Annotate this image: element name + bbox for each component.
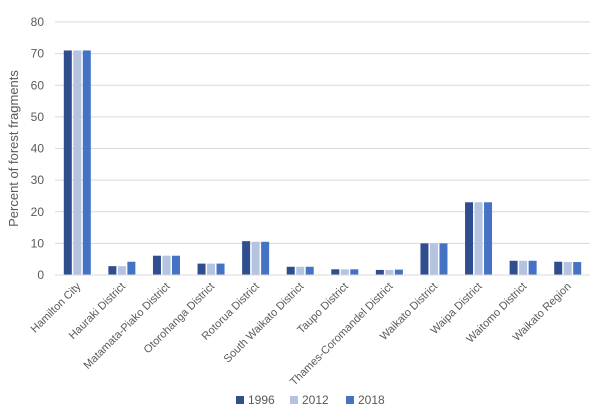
legend: 1996 2012 2018 (236, 393, 385, 407)
bar-2018 (528, 260, 537, 275)
bar-2018 (350, 269, 359, 275)
y-tick-label: 40 (31, 142, 45, 156)
bar-2018 (484, 202, 493, 275)
y-tick-label: 60 (31, 78, 45, 92)
y-axis-ticks: 0 10 20 30 40 50 60 70 80 (31, 15, 45, 282)
bar-2018 (305, 266, 314, 275)
bar-2018 (394, 269, 403, 275)
legend-label: 2018 (358, 393, 385, 407)
bar-1996 (152, 255, 161, 275)
bars (63, 50, 582, 276)
bar-2012 (563, 262, 572, 275)
y-tick-label: 10 (31, 236, 45, 250)
x-category-label: Matamata-Piako District (82, 281, 173, 372)
bar-1996 (108, 266, 117, 275)
bar-2012 (519, 260, 528, 275)
bar-1996 (286, 266, 295, 275)
bar-2012 (385, 269, 394, 275)
bar-1996 (375, 269, 384, 275)
bar-2012 (73, 50, 82, 276)
bar-2012 (251, 241, 260, 275)
bar-1996 (197, 263, 206, 275)
bar-2012 (296, 266, 305, 275)
bar-2012 (207, 263, 216, 275)
bar-2012 (117, 266, 126, 275)
legend-swatch-2018 (346, 396, 354, 404)
bar-1996 (331, 269, 340, 275)
legend-swatch-2012 (290, 396, 298, 404)
y-tick-label: 50 (31, 110, 45, 124)
bar-2012 (340, 269, 349, 275)
y-tick-label: 70 (31, 47, 45, 61)
bar-2012 (474, 202, 483, 275)
legend-swatch-1996 (236, 396, 244, 404)
bar-2012 (429, 243, 438, 275)
bar-2018 (216, 263, 225, 275)
y-tick-label: 30 (31, 173, 45, 187)
bar-2018 (171, 255, 180, 275)
bar-2018 (573, 262, 582, 275)
y-axis-title: Percent of forest fragments (6, 70, 21, 227)
bar-1996 (242, 241, 251, 275)
bar-2018 (82, 50, 91, 276)
legend-label: 2012 (302, 393, 329, 407)
legend-label: 1996 (248, 393, 275, 407)
gridlines (55, 21, 590, 244)
y-tick-label: 20 (31, 205, 45, 219)
bar-1996 (420, 243, 429, 275)
x-category-label: South Waikato District (222, 281, 307, 366)
y-tick-label: 80 (31, 15, 45, 29)
bar-1996 (465, 202, 474, 275)
bar-2018 (439, 243, 448, 275)
bar-1996 (509, 260, 518, 275)
bar-1996 (554, 261, 563, 275)
bar-2018 (127, 261, 136, 275)
bar-2012 (162, 255, 171, 275)
bar-1996 (63, 50, 72, 276)
y-tick-label: 0 (37, 268, 44, 282)
bar-2018 (261, 241, 270, 275)
